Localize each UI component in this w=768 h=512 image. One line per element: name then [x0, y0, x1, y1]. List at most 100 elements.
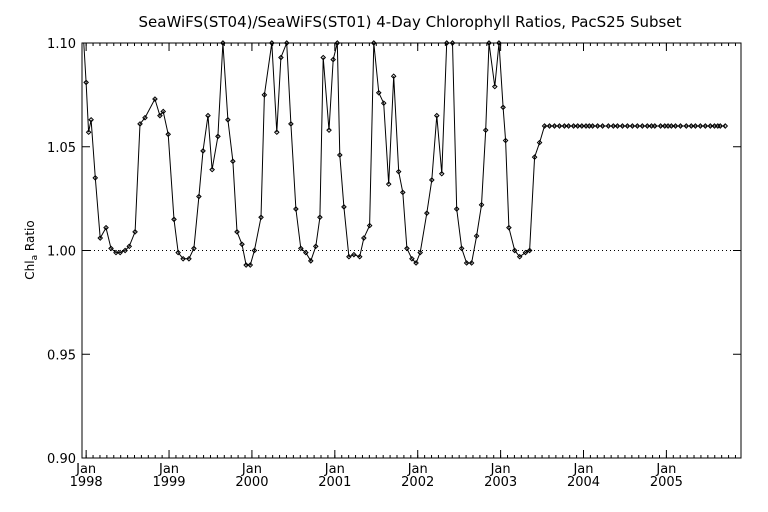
data-point — [526, 247, 533, 254]
data-point — [317, 214, 323, 221]
data-point — [502, 137, 509, 144]
data-point — [496, 40, 502, 46]
series-line — [83, 43, 726, 266]
data-point — [165, 131, 172, 138]
data-point — [644, 123, 651, 129]
x-tick-year-label: 2002 — [401, 475, 434, 490]
data-point — [160, 108, 167, 115]
data-point — [500, 104, 506, 111]
data-point — [639, 123, 646, 129]
y-tick-label: 0.90 — [47, 452, 76, 467]
x-tick-year-label: 1998 — [70, 475, 103, 490]
data-point — [230, 158, 236, 165]
data-point — [298, 245, 304, 252]
data-point — [453, 206, 460, 212]
data-point — [586, 123, 593, 129]
data-point — [366, 222, 373, 229]
data-point — [225, 116, 231, 123]
data-point — [511, 247, 518, 254]
data-point — [175, 249, 181, 256]
x-tick-month-label: Jan — [241, 462, 262, 477]
data-point — [482, 127, 489, 133]
x-tick-year-label: 2000 — [235, 475, 268, 490]
x-tick-month-label: Jan — [655, 462, 676, 477]
data-point — [491, 83, 498, 90]
data-point — [88, 116, 94, 123]
data-point — [707, 123, 714, 129]
data-point — [312, 243, 319, 250]
plot-area: 0.900.951.001.051.10Jan1998Jan1999Jan200… — [47, 37, 742, 490]
data-point — [243, 262, 249, 268]
data-point — [648, 123, 655, 129]
data-point — [186, 255, 192, 262]
data-point — [191, 245, 197, 252]
data-point — [463, 260, 470, 266]
x-tick-month-label: Jan — [158, 462, 179, 477]
data-point — [302, 249, 309, 256]
data-point — [171, 216, 177, 223]
data-point — [261, 92, 268, 98]
data-point — [399, 189, 406, 196]
data-point — [288, 121, 294, 127]
data-point — [132, 228, 138, 235]
data-point — [556, 123, 563, 129]
data-point — [536, 139, 543, 146]
data-point — [83, 79, 89, 86]
data-point — [717, 123, 724, 129]
y-tick-label: 1.10 — [47, 37, 76, 52]
data-point — [103, 224, 109, 231]
y-axis-label: Chla Ratio — [23, 220, 40, 279]
data-point — [478, 202, 485, 208]
data-point — [697, 123, 704, 129]
data-point — [546, 123, 553, 129]
data-point — [209, 166, 215, 173]
x-tick-month-label: Jan — [407, 462, 428, 477]
data-point — [390, 73, 397, 80]
data-point — [579, 123, 585, 129]
data-point — [346, 253, 352, 260]
data-point — [409, 255, 415, 262]
data-point — [341, 204, 347, 210]
x-tick-year-label: 2005 — [650, 475, 683, 490]
data-point — [307, 258, 314, 264]
data-point — [692, 123, 699, 129]
x-tick-year-label: 2001 — [318, 475, 351, 490]
data-point — [326, 127, 332, 133]
data-point — [624, 123, 631, 129]
x-tick-month-label: Jan — [324, 462, 345, 477]
y-axis-label-tail: Ratio — [23, 220, 37, 255]
data-point — [122, 247, 128, 254]
data-point — [657, 123, 664, 129]
data-point — [688, 123, 695, 129]
data-point — [293, 206, 299, 212]
data-point — [610, 123, 617, 129]
x-tick-year-label: 2003 — [484, 475, 517, 490]
data-point — [468, 260, 475, 266]
data-point — [651, 123, 658, 129]
data-point — [97, 235, 104, 241]
data-point — [561, 123, 568, 129]
data-point — [702, 123, 709, 129]
data-point — [449, 40, 456, 46]
data-point — [522, 249, 529, 256]
data-point — [677, 123, 684, 129]
data-point — [458, 245, 465, 252]
data-point — [486, 40, 492, 46]
data-point — [108, 245, 114, 252]
data-point — [589, 123, 596, 129]
data-point — [574, 123, 581, 129]
data-point — [92, 175, 99, 181]
data-point — [668, 123, 675, 129]
data-point — [583, 123, 589, 129]
data-point — [614, 123, 621, 129]
x-tick-month-label: Jan — [572, 462, 593, 477]
data-point — [117, 249, 123, 256]
data-point — [404, 245, 410, 252]
data-point — [433, 112, 440, 119]
data-point — [506, 224, 512, 231]
data-point — [251, 247, 258, 254]
data-point — [85, 129, 92, 136]
data-point — [516, 253, 523, 260]
data-point — [428, 177, 435, 183]
